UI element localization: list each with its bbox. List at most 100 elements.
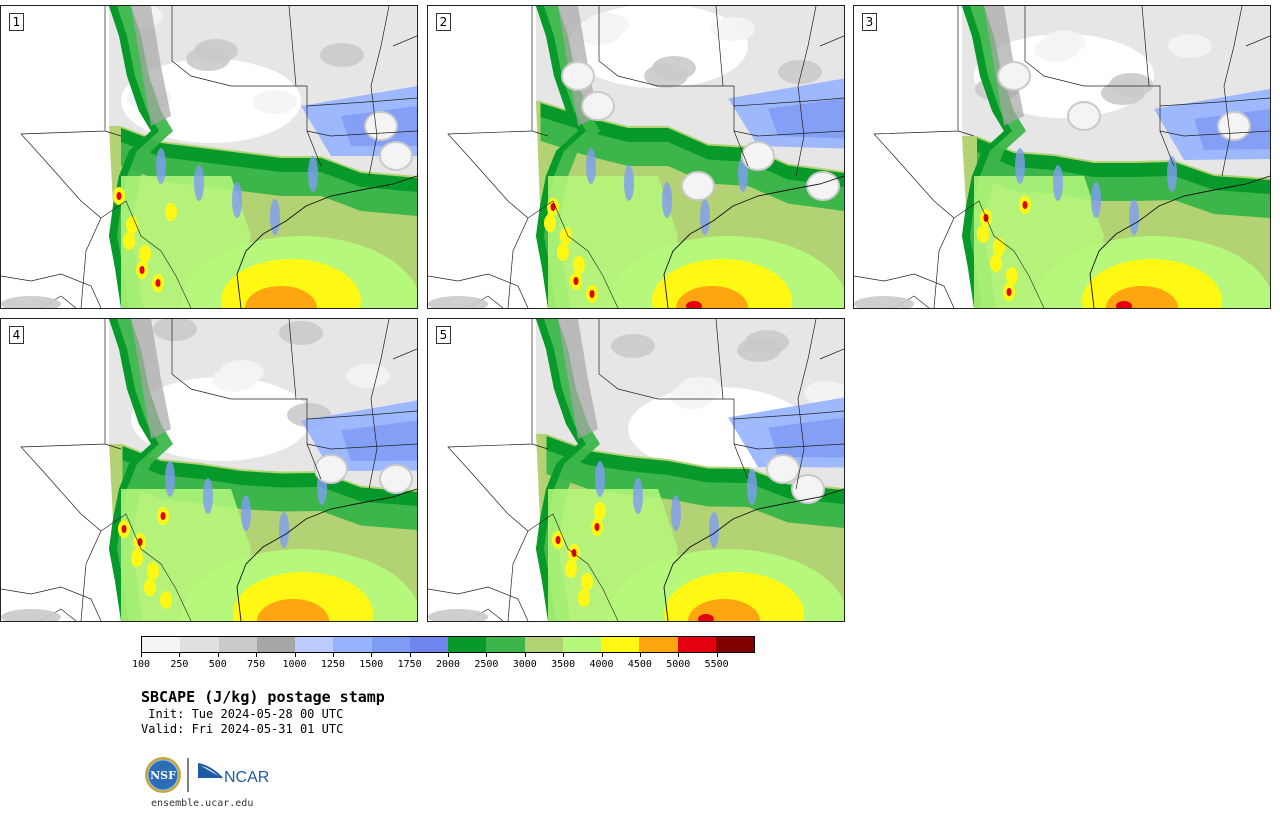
colorbar-tick-label: 500 <box>208 659 227 670</box>
colorbar-tick <box>639 652 641 657</box>
border-line <box>1159 130 1270 137</box>
boundaries <box>428 319 844 621</box>
colorbar-segment <box>409 637 448 652</box>
cape-streak <box>709 512 719 548</box>
cape-streak <box>747 469 757 505</box>
border-line <box>368 319 390 490</box>
cape-patch <box>1168 34 1212 58</box>
cape-dryline-core <box>109 6 159 308</box>
ncar-logo-text: NCAR <box>224 769 269 786</box>
cape-patch <box>1109 73 1153 97</box>
cape-zone-none <box>131 377 311 461</box>
cape-pocket <box>1006 267 1018 285</box>
panel-label: 2 <box>436 13 451 31</box>
cape-streak <box>671 495 681 531</box>
border-line <box>715 319 724 400</box>
cape-pocket-high <box>573 277 579 285</box>
panel-label: 1 <box>9 13 24 31</box>
cape-pocket <box>993 238 1005 256</box>
panel-label: 3 <box>862 13 877 31</box>
cape-pocket <box>123 232 135 250</box>
coastline <box>663 488 844 621</box>
cape-pocket <box>126 216 138 234</box>
cape-blob <box>581 91 615 121</box>
colorbar-segment <box>524 637 563 652</box>
cape-patch <box>711 17 755 41</box>
border-line <box>1245 35 1270 47</box>
cape-streak <box>1129 199 1139 235</box>
cape-streak <box>633 478 643 514</box>
cape-blob <box>1217 111 1251 141</box>
cape-pocket <box>578 589 590 607</box>
colorbar-tick-label: 5500 <box>704 659 729 670</box>
cape-pocket <box>977 225 989 243</box>
colorbar-segment <box>601 637 640 652</box>
nsf-logo-text: NSF <box>150 769 176 782</box>
cape-streak <box>1167 156 1177 192</box>
colorbar-tick <box>371 652 373 657</box>
cape-patch <box>611 334 655 358</box>
nsf-ncar-logo: NSF NCAR <box>145 757 269 793</box>
colorbar-tick <box>179 652 181 657</box>
border-line <box>531 443 549 450</box>
cape-pocket-high <box>160 512 166 520</box>
cape-blob <box>379 464 413 494</box>
colorbar-tick <box>601 652 603 657</box>
cape-patch <box>804 381 844 405</box>
colorbar-tick <box>141 652 142 657</box>
colorbar-segment <box>218 637 257 652</box>
cape-blob <box>766 454 800 484</box>
cape-blob <box>741 141 775 171</box>
rio-grande <box>100 200 192 308</box>
colorbar-tick-label: 3000 <box>512 659 537 670</box>
cape-pocket <box>160 591 172 609</box>
colorbar-tick-label: 250 <box>170 659 189 670</box>
cape-blob <box>806 171 840 201</box>
colorbar-tick-label: 1000 <box>282 659 307 670</box>
border-line <box>531 130 549 137</box>
cape-patch <box>320 43 364 67</box>
boundaries <box>428 6 844 308</box>
colorbar-tick-label: 3500 <box>551 659 576 670</box>
cape-dryline-core <box>536 6 586 308</box>
colorbar-tick <box>294 652 296 657</box>
cape-streak <box>308 156 318 192</box>
cape-pocket <box>557 243 569 261</box>
cape-zone-1750 <box>768 98 844 139</box>
ensemble-member-panel-3: 3 <box>853 5 1271 309</box>
boundaries <box>1 319 417 621</box>
colorbar-segment <box>639 637 678 652</box>
cape-dryline-core <box>536 319 586 621</box>
cape-gulf-4500 <box>245 286 317 308</box>
colorbar-tick <box>332 652 334 657</box>
cape-pocket-high <box>1006 288 1012 296</box>
rio-grande <box>953 200 1045 308</box>
cape-pocket-high <box>571 549 577 557</box>
cape-streak <box>700 199 710 235</box>
cape-pocket-high <box>555 536 561 544</box>
cape-patch <box>585 13 629 37</box>
cape-blob <box>1067 101 1101 131</box>
cape-streak <box>662 182 672 218</box>
colorbar-segment <box>371 637 410 652</box>
cape-patch <box>153 319 197 341</box>
cape-pocket <box>544 214 556 232</box>
cape-patch-mexico <box>1 296 61 308</box>
cape-streak <box>1015 148 1025 184</box>
ensemble-member-panel-2: 2 <box>427 5 845 309</box>
colorbar-tick-label: 2000 <box>435 659 461 670</box>
cape-pocket <box>565 560 577 578</box>
cape-zone-750 <box>558 319 598 439</box>
border-line <box>873 6 959 308</box>
cape-streak <box>595 461 605 497</box>
ensemble-member-panel-1: 1 <box>0 5 418 309</box>
colorbar-tick-label: 1500 <box>359 659 384 670</box>
cape-zone-1750 <box>341 420 417 461</box>
sbcape-map <box>1 319 417 621</box>
cape-streak <box>194 165 204 201</box>
border-line <box>428 273 529 308</box>
colorbar-tick <box>563 652 565 657</box>
border-line <box>819 35 844 47</box>
colorbar-segment <box>295 637 334 652</box>
logos: NSF NCAR <box>144 756 284 796</box>
